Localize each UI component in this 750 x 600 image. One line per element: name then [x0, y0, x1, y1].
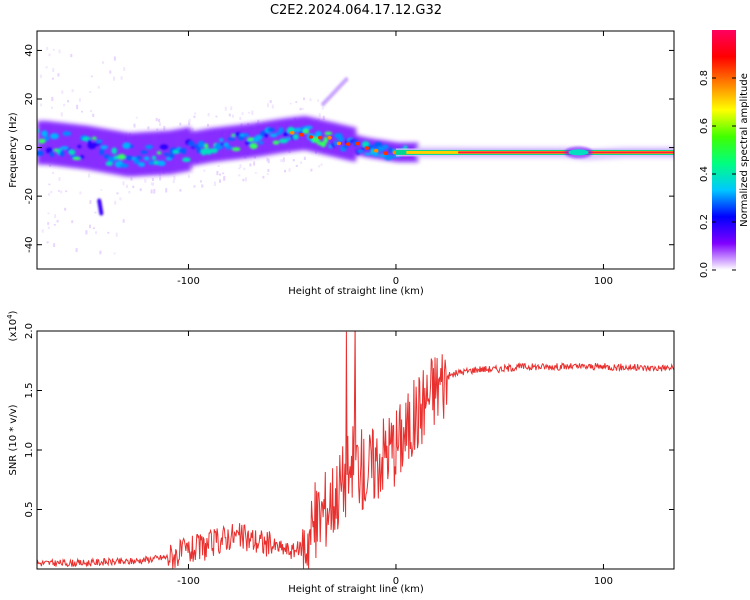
y-tick-label: -40: [24, 237, 35, 253]
colorbar-gradient: [712, 30, 736, 270]
figure-title: C2E2.2024.064.17.12.G32: [270, 3, 442, 18]
snr-series: [37, 331, 674, 569]
colorbar-tick-label: 0.8: [699, 70, 710, 86]
x-tick-label: 0: [393, 576, 399, 587]
colorbar-tick-label: 0.2: [699, 214, 710, 230]
y-tick-label: 2.0: [24, 323, 35, 339]
colorbar-tick-label: 0.6: [699, 118, 710, 134]
y-tick-label: 20: [24, 93, 35, 106]
x-tick-label: 100: [594, 276, 613, 287]
x-tick-label: 100: [594, 576, 613, 587]
spectrogram-feature-lower-blob: [97, 198, 104, 216]
colorbar: 0.0 0.2 0.4 0.6 0.8 Normalized spectral ampl…: [699, 30, 750, 278]
spectrogram-ylabel: Frequency (Hz): [8, 112, 19, 188]
spectrogram-ridge-blobs: [37, 125, 408, 168]
colorbar-ticks: 0.0 0.2 0.4 0.6 0.8: [699, 70, 736, 278]
snr-ticks: -100 0 100 0.5 1.0 1.5 2.0: [24, 323, 674, 587]
snr-panel: -100 0 100 0.5 1.0 1.5 2.0 Height of straight …: [6, 310, 675, 595]
spectrogram-ticks: -100 0 100 -40 -20 0 20 40: [24, 31, 674, 287]
y-tick-label: 1.5: [24, 383, 35, 399]
y-tick-label: 0.5: [24, 502, 35, 518]
y-tick-label: -20: [24, 188, 35, 204]
x-tick-label: -100: [177, 576, 200, 587]
spectrogram-steady-tone: [395, 146, 674, 159]
y-tick-label: 0: [24, 144, 35, 150]
y-tick-label: 1.0: [24, 442, 35, 458]
spectrogram-panel: -100 0 100 -40 -20 0 20 40 Height of straight l…: [8, 30, 675, 297]
x-tick-label: 0: [393, 276, 399, 287]
colorbar-tick-label: 0.4: [699, 166, 710, 182]
snr-exponent: (x104): [6, 310, 19, 341]
snr-line: [37, 331, 674, 569]
spectrogram-feature-upper-streak: [321, 77, 349, 107]
colorbar-label: Normalized spectral amplitude: [739, 73, 750, 227]
snr-ylabel: SNR (10 * v/v): [8, 404, 19, 475]
spectrogram-frame: [36, 30, 675, 270]
spectrogram-heatmap: [37, 47, 674, 255]
spectrogram-xlabel: Height of straight line (km): [288, 286, 424, 297]
snr-xlabel: Height of straight line (km): [288, 584, 424, 595]
colorbar-tick-label: 0.0: [699, 262, 710, 278]
y-tick-label: 40: [24, 44, 35, 57]
x-tick-label: -100: [177, 276, 200, 287]
